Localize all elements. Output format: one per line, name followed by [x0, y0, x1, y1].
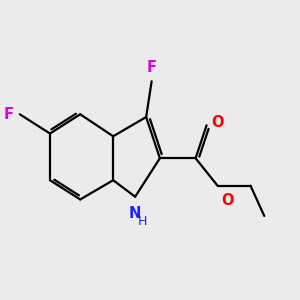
- Text: F: F: [4, 107, 14, 122]
- Text: F: F: [147, 60, 157, 75]
- Text: H: H: [138, 215, 148, 228]
- Text: O: O: [212, 115, 224, 130]
- Text: N: N: [129, 206, 141, 221]
- Text: O: O: [222, 193, 234, 208]
